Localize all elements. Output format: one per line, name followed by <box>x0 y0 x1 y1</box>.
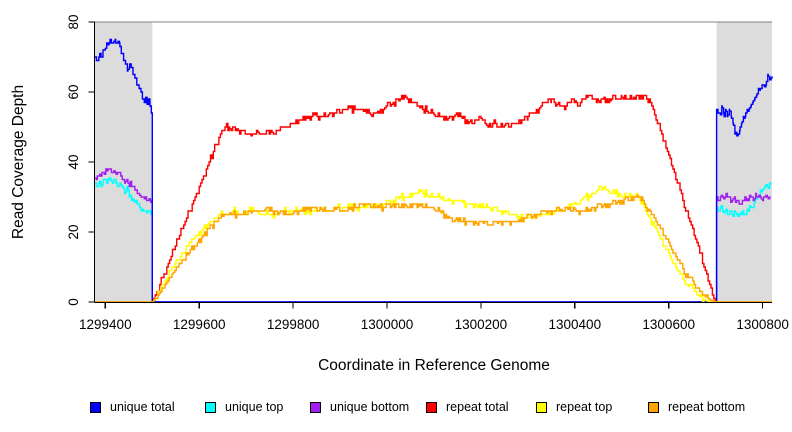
y-tick-label: 20 <box>66 224 81 239</box>
y-tick-label: 0 <box>66 298 81 306</box>
legend-item-unique-top: unique top <box>205 400 283 414</box>
x-tick-label: 1299600 <box>173 317 226 332</box>
x-tick-label: 1299400 <box>79 317 132 332</box>
legend-label-unique-total: unique total <box>110 400 175 414</box>
x-axis-title: Coordinate in Reference Genome <box>318 357 550 374</box>
legend-label-repeat-bottom: repeat bottom <box>668 400 746 414</box>
x-tick-label: 1300600 <box>642 317 695 332</box>
legend: unique total unique top unique bottom re… <box>0 400 792 418</box>
legend-item-repeat-total: repeat total <box>426 400 509 414</box>
x-tick-label: 1299800 <box>267 317 320 332</box>
y-tick-label: 60 <box>66 84 81 99</box>
legend-label-repeat-total: repeat total <box>446 400 509 414</box>
shaded-region <box>716 22 772 302</box>
x-tick-label: 1300800 <box>736 317 789 332</box>
y-tick-label: 80 <box>66 14 81 29</box>
y-axis-title: Read Coverage Depth <box>10 84 27 240</box>
x-tick-label: 1300400 <box>549 317 602 332</box>
legend-item-unique-bottom: unique bottom <box>310 400 409 414</box>
legend-item-repeat-bottom: repeat bottom <box>648 400 745 414</box>
series-line-repeat-total <box>95 94 772 303</box>
legend-label-repeat-top: repeat top <box>556 400 613 414</box>
shaded-region <box>95 22 153 302</box>
legend-label-unique-bottom: unique bottom <box>330 400 410 414</box>
x-tick-label: 1300000 <box>361 317 414 332</box>
legend-swatch-unique-bottom <box>310 401 321 413</box>
legend-label-unique-top: unique top <box>225 400 284 414</box>
series-line-repeat-bottom <box>95 194 772 303</box>
legend-swatch-unique-top <box>205 401 216 413</box>
legend-item-repeat-top: repeat top <box>536 400 612 414</box>
legend-swatch-unique-total <box>90 401 101 413</box>
x-tick-label: 1300200 <box>455 317 508 332</box>
legend-swatch-repeat-bottom <box>648 401 659 413</box>
legend-swatch-repeat-total <box>426 401 437 413</box>
legend-swatch-repeat-top <box>536 401 547 413</box>
series-line-unique-total <box>95 38 773 303</box>
legend-item-unique-total: unique total <box>90 400 175 414</box>
y-tick-label: 40 <box>66 154 81 169</box>
coverage-plot: 1299400 1299600 1299800 1300000 1300200 13004… <box>66 14 789 332</box>
